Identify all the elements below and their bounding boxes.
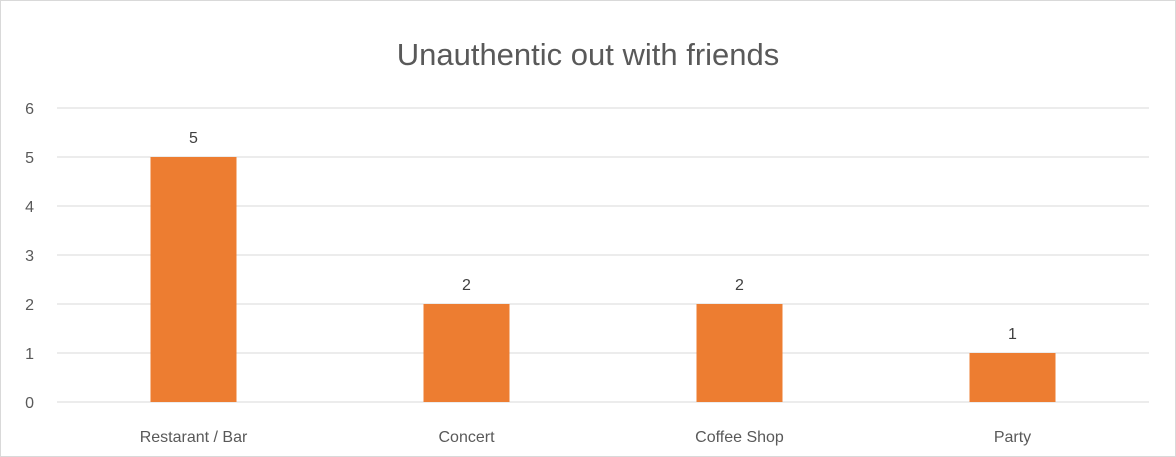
y-tick-label: 5 xyxy=(25,150,34,167)
data-label: 2 xyxy=(735,277,744,294)
y-tick-label: 6 xyxy=(25,101,34,118)
bar xyxy=(696,304,783,402)
bar xyxy=(150,157,237,402)
bar xyxy=(423,304,510,402)
x-category-label: Concert xyxy=(438,429,495,446)
bar xyxy=(969,353,1056,402)
x-category-label: Party xyxy=(994,429,1031,446)
chart-title: Unauthentic out with friends xyxy=(396,37,780,72)
data-label: 2 xyxy=(462,277,471,294)
bars xyxy=(150,157,1056,402)
y-tick-label: 0 xyxy=(25,395,34,412)
y-tick-label: 1 xyxy=(25,346,34,363)
y-tick-label: 4 xyxy=(25,199,34,216)
x-category-label: Restarant / Bar xyxy=(140,429,248,446)
x-category-label: Coffee Shop xyxy=(695,429,784,446)
data-label: 5 xyxy=(189,130,198,147)
y-tick-label: 2 xyxy=(25,297,34,314)
gridlines xyxy=(57,107,1149,403)
data-label: 1 xyxy=(1008,326,1017,343)
labels: 0 1 2 3 4 5 6 5 Restarant / Bar 2 Concert 2 Coffee S… xyxy=(25,101,1031,446)
y-tick-label: 3 xyxy=(25,248,34,265)
